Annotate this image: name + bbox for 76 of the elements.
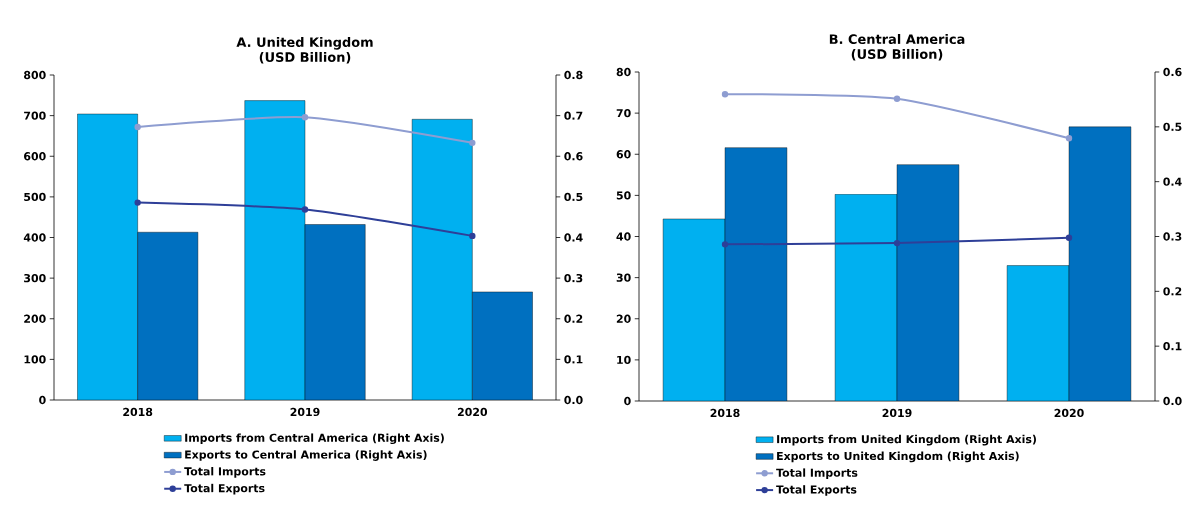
y-tick-label: 60 <box>616 150 631 159</box>
y2-tick-label: 0.2 <box>564 314 583 323</box>
bar <box>1006 265 1070 401</box>
y-tick-label: 50 <box>616 191 631 200</box>
chart-title: B. Central America <box>829 34 965 45</box>
point <box>721 241 729 248</box>
point <box>301 206 309 213</box>
x-tick-label: 2019 <box>290 407 320 417</box>
legend-label: Exports to Central America (Right Axis) <box>185 450 427 461</box>
y-tick-label: 0 <box>39 395 46 405</box>
legend-label: Total Imports <box>776 468 858 479</box>
bar <box>137 232 199 400</box>
y-tick-label: 200 <box>24 314 46 323</box>
y-tick-label: 0 <box>624 396 631 406</box>
y-tick-label: 400 <box>23 233 46 242</box>
point <box>721 91 729 98</box>
point <box>134 199 141 206</box>
chart-subtitle: (USD Billion) <box>851 48 943 61</box>
x-tick-label: 2020 <box>1054 408 1084 418</box>
y-tick-label: 700 <box>24 111 46 120</box>
bar <box>834 194 898 401</box>
y-tick-label: 300 <box>24 273 46 283</box>
x-tick-label: 2018 <box>123 407 153 417</box>
bar <box>662 218 726 401</box>
bar <box>77 113 138 400</box>
bar <box>411 119 473 400</box>
y-tick-label: 800 <box>24 70 46 80</box>
y-tick-label: 30 <box>616 273 631 282</box>
y2-tick-label: 0.0 <box>564 395 583 405</box>
point <box>134 123 141 131</box>
y2-tick-label: 0.4 <box>564 233 583 242</box>
point <box>1065 135 1073 142</box>
y2-tick-label: 0.2 <box>1163 287 1182 296</box>
x-tick-label: 2018 <box>710 408 740 418</box>
bar <box>304 224 366 400</box>
x-tick-label: 2019 <box>882 408 912 418</box>
y-tick-label: 20 <box>616 314 631 323</box>
y2-tick-label: 0.5 <box>564 192 583 202</box>
bar <box>1068 126 1132 401</box>
point <box>1065 234 1073 241</box>
y-tick-label: 100 <box>24 355 46 364</box>
y2-tick-label: 0.7 <box>564 111 583 120</box>
point <box>469 232 476 240</box>
y-tick-label: 80 <box>616 67 631 77</box>
point <box>893 239 901 247</box>
y2-tick-label: 0.6 <box>564 152 583 161</box>
legend-label: Exports to United Kingdom (Right Axis) <box>777 451 1019 463</box>
y2-tick-label: 0.3 <box>564 273 583 283</box>
legend-label: Total Imports <box>184 467 266 478</box>
legend-label: Imports from United Kingdom (Right Axis) <box>777 434 1036 446</box>
bar <box>724 147 788 401</box>
point <box>301 114 309 121</box>
y2-tick-label: 0.1 <box>564 355 583 364</box>
bar <box>244 100 306 400</box>
y-tick-label: 70 <box>616 108 631 118</box>
point <box>469 139 476 147</box>
y2-tick-label: 0.5 <box>1163 122 1182 131</box>
y2-tick-label: 0.3 <box>1163 232 1182 241</box>
y2-tick-label: 0.0 <box>1163 396 1182 406</box>
y-tick-label: 500 <box>24 192 46 202</box>
chart-title: A. United Kingdom <box>236 37 373 50</box>
point <box>893 95 901 102</box>
y2-tick-label: 0.4 <box>1163 177 1182 186</box>
y2-tick-label: 0.6 <box>1163 67 1182 77</box>
y2-tick-label: 0.8 <box>564 70 583 80</box>
chart-subtitle: (USD Billion) <box>259 51 351 64</box>
y-tick-label: 10 <box>617 355 631 365</box>
y-tick-label: 40 <box>616 232 631 241</box>
bar <box>896 164 960 401</box>
y-tick-label: 600 <box>24 152 46 161</box>
legend-label: Total Exports <box>184 483 265 495</box>
y2-tick-label: 0.1 <box>1163 342 1182 351</box>
legend-label: Total Exports <box>776 485 857 496</box>
bar <box>472 291 533 400</box>
legend-label: Imports from Central America (Right Axis) <box>185 433 444 445</box>
x-tick-label: 2020 <box>457 407 488 417</box>
